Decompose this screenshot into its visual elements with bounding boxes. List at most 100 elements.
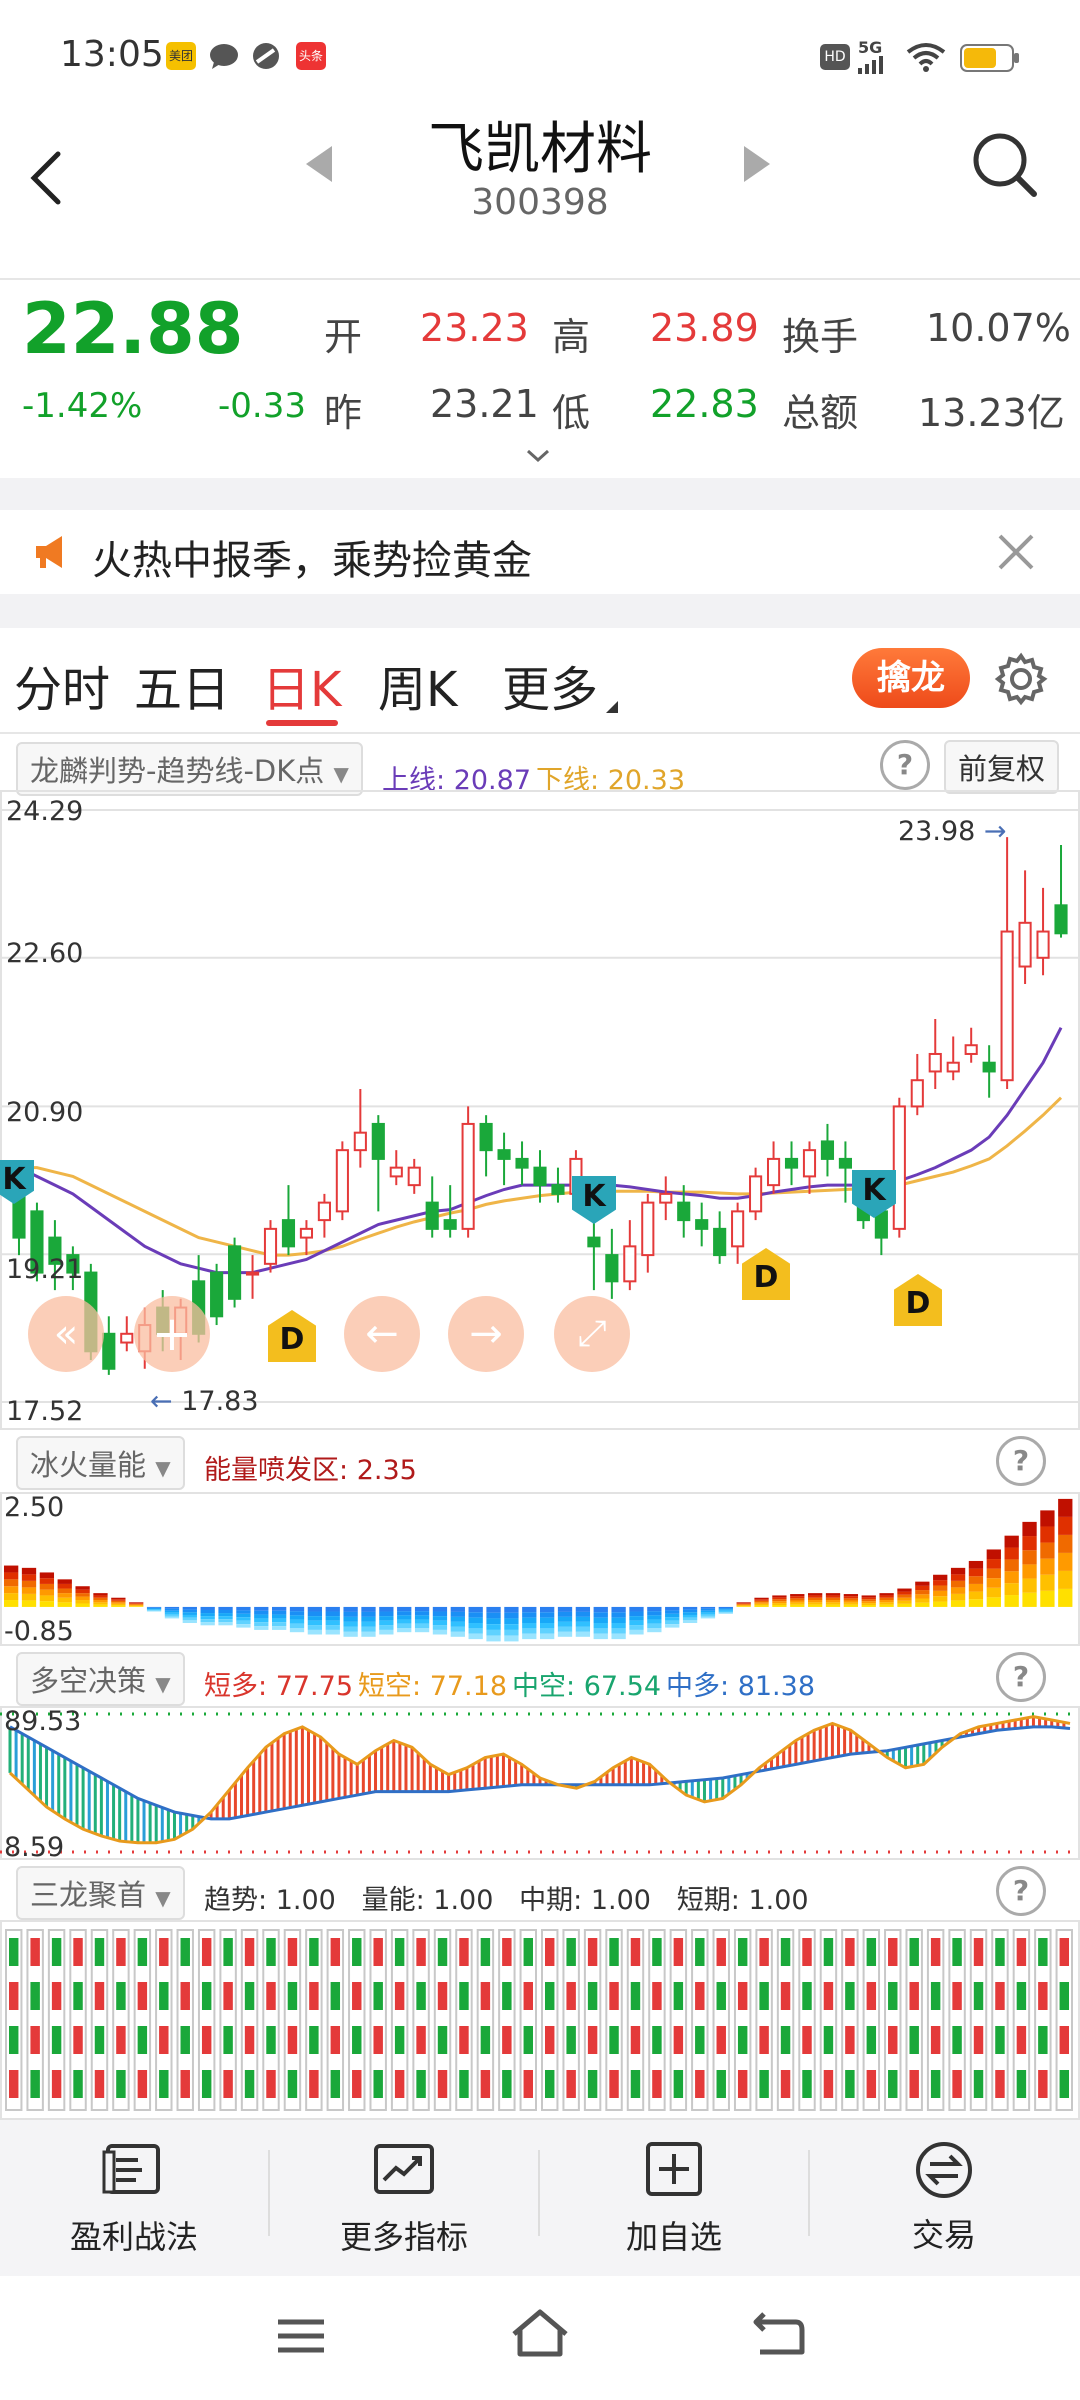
sanlong-help-icon[interactable]: ? [996,1866,1046,1916]
sanlong-block [416,1938,426,1966]
sanlong-column [262,1929,280,2111]
sanlong-block [845,1938,855,1966]
sanlong-block [930,1938,941,1966]
sanlong-column [605,1929,623,2111]
tab-wuri[interactable]: 五日 [134,662,231,718]
sanlong-chart [0,1920,1080,2120]
energy-bar-segment [218,1619,233,1623]
energy-bar-segment [486,1629,501,1636]
tab-zhouk[interactable]: 周K [378,662,458,718]
energy-bar-segment [450,1621,465,1627]
sanlong-block [888,1982,898,2010]
energy-bar-segment [21,1593,37,1601]
energy-bar-segment [39,1578,55,1584]
sanlong-column [412,1929,430,2111]
ice-fire-indicator-select[interactable]: 冰火量能 ▼ [16,1436,185,1490]
nav-add-watchlist[interactable]: 加自选 [554,2128,794,2258]
chart-right-button[interactable]: → [448,1296,524,1372]
close-banner-icon[interactable] [996,532,1036,576]
nav-divider [538,2150,540,2236]
prev-stock-icon[interactable] [302,144,336,188]
energy-bar-segment [986,1559,1001,1569]
energy-bar-segment [111,1602,126,1604]
candle-body [982,1061,996,1073]
chart-fullscreen-button[interactable]: ⤢ [554,1296,630,1372]
candle-body [353,1131,367,1152]
adjust-button[interactable]: 前复权 [944,740,1060,794]
sanlong-column [669,1929,688,2111]
energy-bar-segment [754,1602,769,1604]
energy-bar-segment [522,1617,537,1624]
sanlong-block [609,2070,619,2098]
sanlong-column [240,1929,259,2111]
nav-trade[interactable]: 交易 [824,2128,1064,2256]
duokong-help-icon[interactable]: ? [996,1652,1046,1702]
energy-bar-segment [861,1595,876,1598]
tab-more[interactable]: 更多 [502,662,599,718]
energy-bar-segment [986,1549,1001,1560]
main-help-icon[interactable]: ? [880,740,930,790]
menu-icon[interactable] [276,2316,326,2360]
energy-bar-segment [468,1606,483,1613]
max-price-label: 23.98 → [898,816,1007,847]
chart-left-button[interactable]: ← [344,1296,420,1372]
search-icon[interactable] [970,130,1040,204]
energy-bar-segment [665,1624,680,1628]
sanlong-block [888,1938,898,1966]
energy-bar-segment [700,1606,716,1609]
energy-bar-segment [361,1626,376,1632]
energy-bar-segment [164,1616,180,1619]
sanlong-block [587,1982,598,2010]
tab-rik[interactable]: 日K [262,662,342,718]
sanlong-column [583,1929,602,2111]
candle-body [1000,930,1014,1082]
energy-bar-segment [272,1614,287,1619]
energy-bar-segment [486,1606,501,1613]
sanlong-column [176,1929,194,2111]
settings-gear-icon[interactable] [994,652,1048,710]
energy-bar-segment [164,1614,180,1617]
sanlong-block [973,1938,984,1966]
energy-bar-segment [325,1611,340,1617]
sanlong-block [630,1938,641,1966]
back-icon[interactable] [28,150,64,210]
energy-bar-segment [432,1620,448,1626]
energy-bar-segment [968,1568,984,1577]
sanlong-column [390,1929,409,2111]
sanlong-block [866,1938,877,1966]
energy-bar-segment [218,1622,233,1626]
sanlong-indicator-select[interactable]: 三龙聚首 ▼ [16,1866,185,1920]
home-icon[interactable] [510,2308,570,2362]
nav-more-indicators[interactable]: 更多指标 [284,2128,524,2258]
energy-bar-segment [1040,1510,1055,1527]
energy-bar-segment [1040,1590,1055,1607]
next-stock-icon[interactable] [740,144,774,188]
panel-border [0,1706,1080,1860]
energy-bar-segment [93,1595,108,1598]
chart-first-button[interactable]: « [28,1296,104,1372]
sanlong-column [498,1929,516,2111]
energy-bar-segment [611,1633,626,1640]
chart-zoom-in-button[interactable]: + [134,1296,210,1372]
qinlong-button[interactable]: 擒龙 [852,648,970,708]
main-indicator-select[interactable]: 龙麟判势-趋势线-DK点 ▼ [16,742,363,796]
sanlong-column [712,1929,730,2111]
sanlong-block [9,2026,19,2054]
energy-bar-segment [146,1608,162,1610]
promo-banner[interactable]: 火热中报季，乘势捡黄金 [0,510,1080,594]
candle-body [317,1201,331,1222]
energy-bar-segment [397,1611,412,1616]
energy-bar-segment [414,1606,430,1612]
ice-fire-help-icon[interactable]: ? [996,1436,1046,1486]
energy-bar-segment [361,1621,376,1627]
energy-bar-segment [629,1611,644,1617]
expand-chevron-icon[interactable] [526,448,550,468]
energy-bar-segment [146,1609,162,1610]
tab-fenshi[interactable]: 分时 [14,662,111,718]
sanlong-block [545,1938,555,1966]
energy-bar-segment [93,1597,108,1601]
duokong-indicator-select[interactable]: 多空决策 ▼ [16,1652,185,1706]
tab-more-triangle-icon [606,700,620,719]
nav-profit-strategy[interactable]: 盈利战法 [14,2128,254,2258]
back-nav-icon[interactable] [752,2308,806,2362]
